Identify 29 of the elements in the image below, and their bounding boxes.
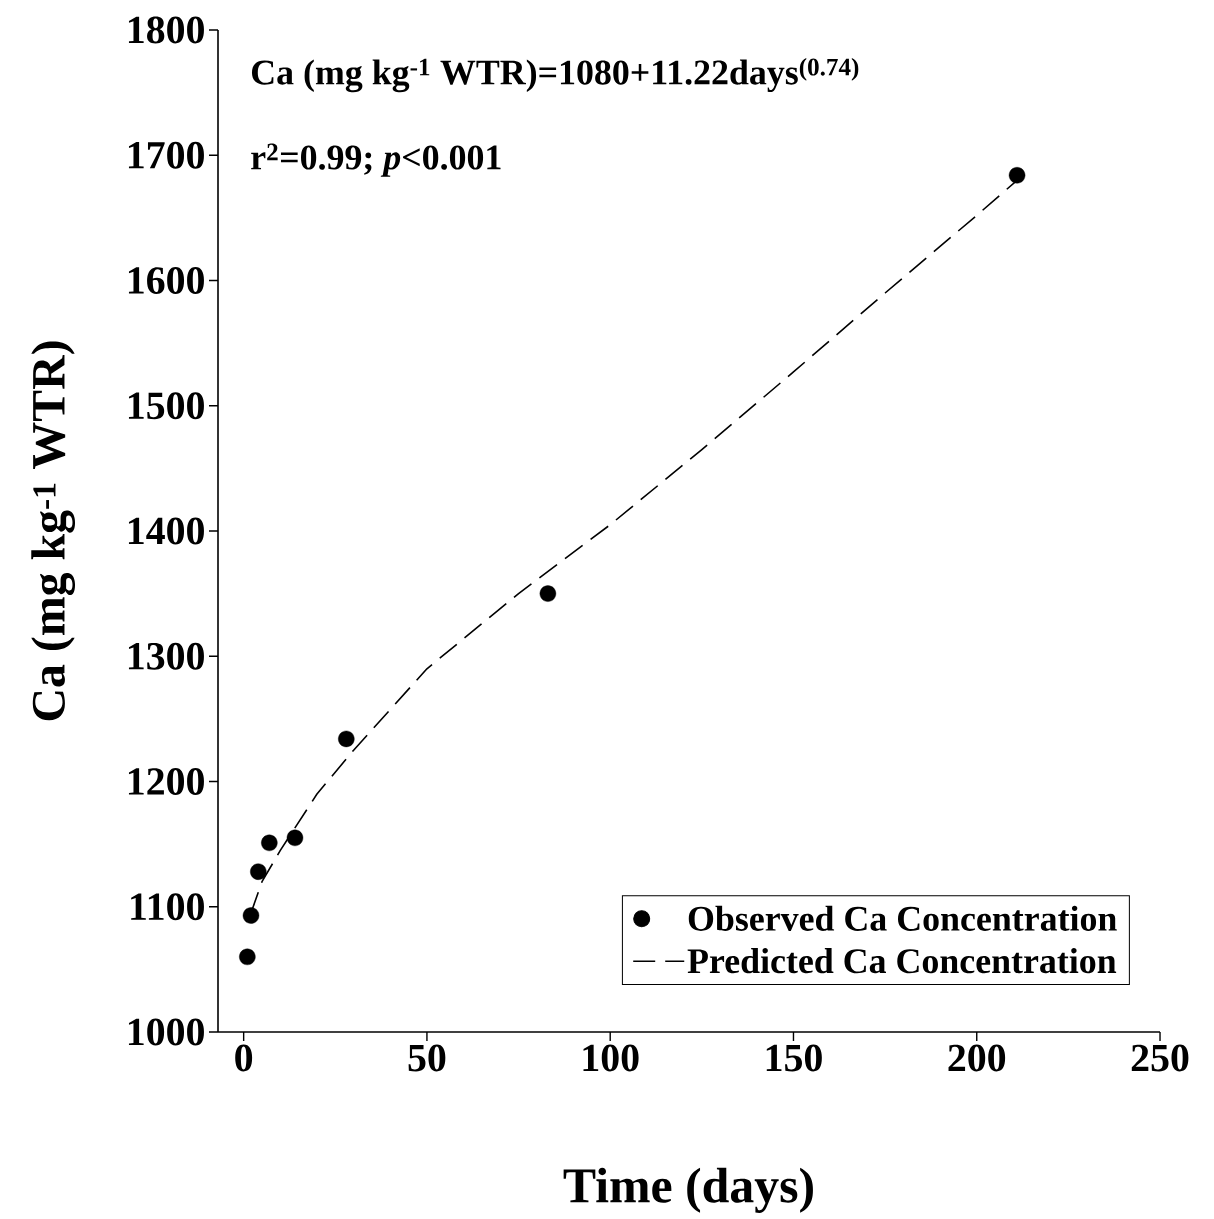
x-tick-label: 200: [948, 1044, 1006, 1072]
y-tick-label: 1000: [128, 1018, 204, 1046]
y-tick-label: 1500: [128, 392, 204, 420]
legend-label: Predicted Ca Concentration: [687, 948, 1117, 974]
point: [1008, 167, 1026, 184]
y-tick-label: 1600: [128, 267, 204, 294]
y-tick-label: 1200: [128, 768, 204, 795]
y-tick-label: 1100: [131, 893, 204, 921]
point: [286, 829, 304, 847]
point: [261, 834, 278, 852]
x-tick-label: 50: [408, 1044, 446, 1072]
legend-label: Observed Ca Concentration: [688, 905, 1117, 931]
x-axis-title: Time (days): [563, 1167, 813, 1213]
x-tick-label: 150: [766, 1044, 822, 1072]
annotation: r$^{2}$=0.99; p<0.001: [251, 143, 501, 177]
point: [250, 863, 267, 880]
x-tick-label: 0: [235, 1044, 253, 1072]
y-tick-label: 1400: [128, 517, 204, 545]
y-axis-title: Ca (mg kg$^{-1}$ WTR): [31, 341, 76, 721]
point: [338, 730, 355, 748]
x-tick-label: 250: [1131, 1044, 1189, 1072]
y-tick-label: 1300: [128, 642, 204, 670]
x-tick-label: 100: [583, 1044, 639, 1072]
point: [242, 907, 260, 924]
y-tick-label: 1700: [128, 141, 204, 169]
annotation: Ca (mg kg$^{-1}$ WTR)=1080+11.22days$^{(0.74)}$: [251, 57, 859, 93]
y-tick-label: 1800: [128, 16, 204, 44]
point: [239, 948, 256, 966]
point: [539, 585, 557, 602]
